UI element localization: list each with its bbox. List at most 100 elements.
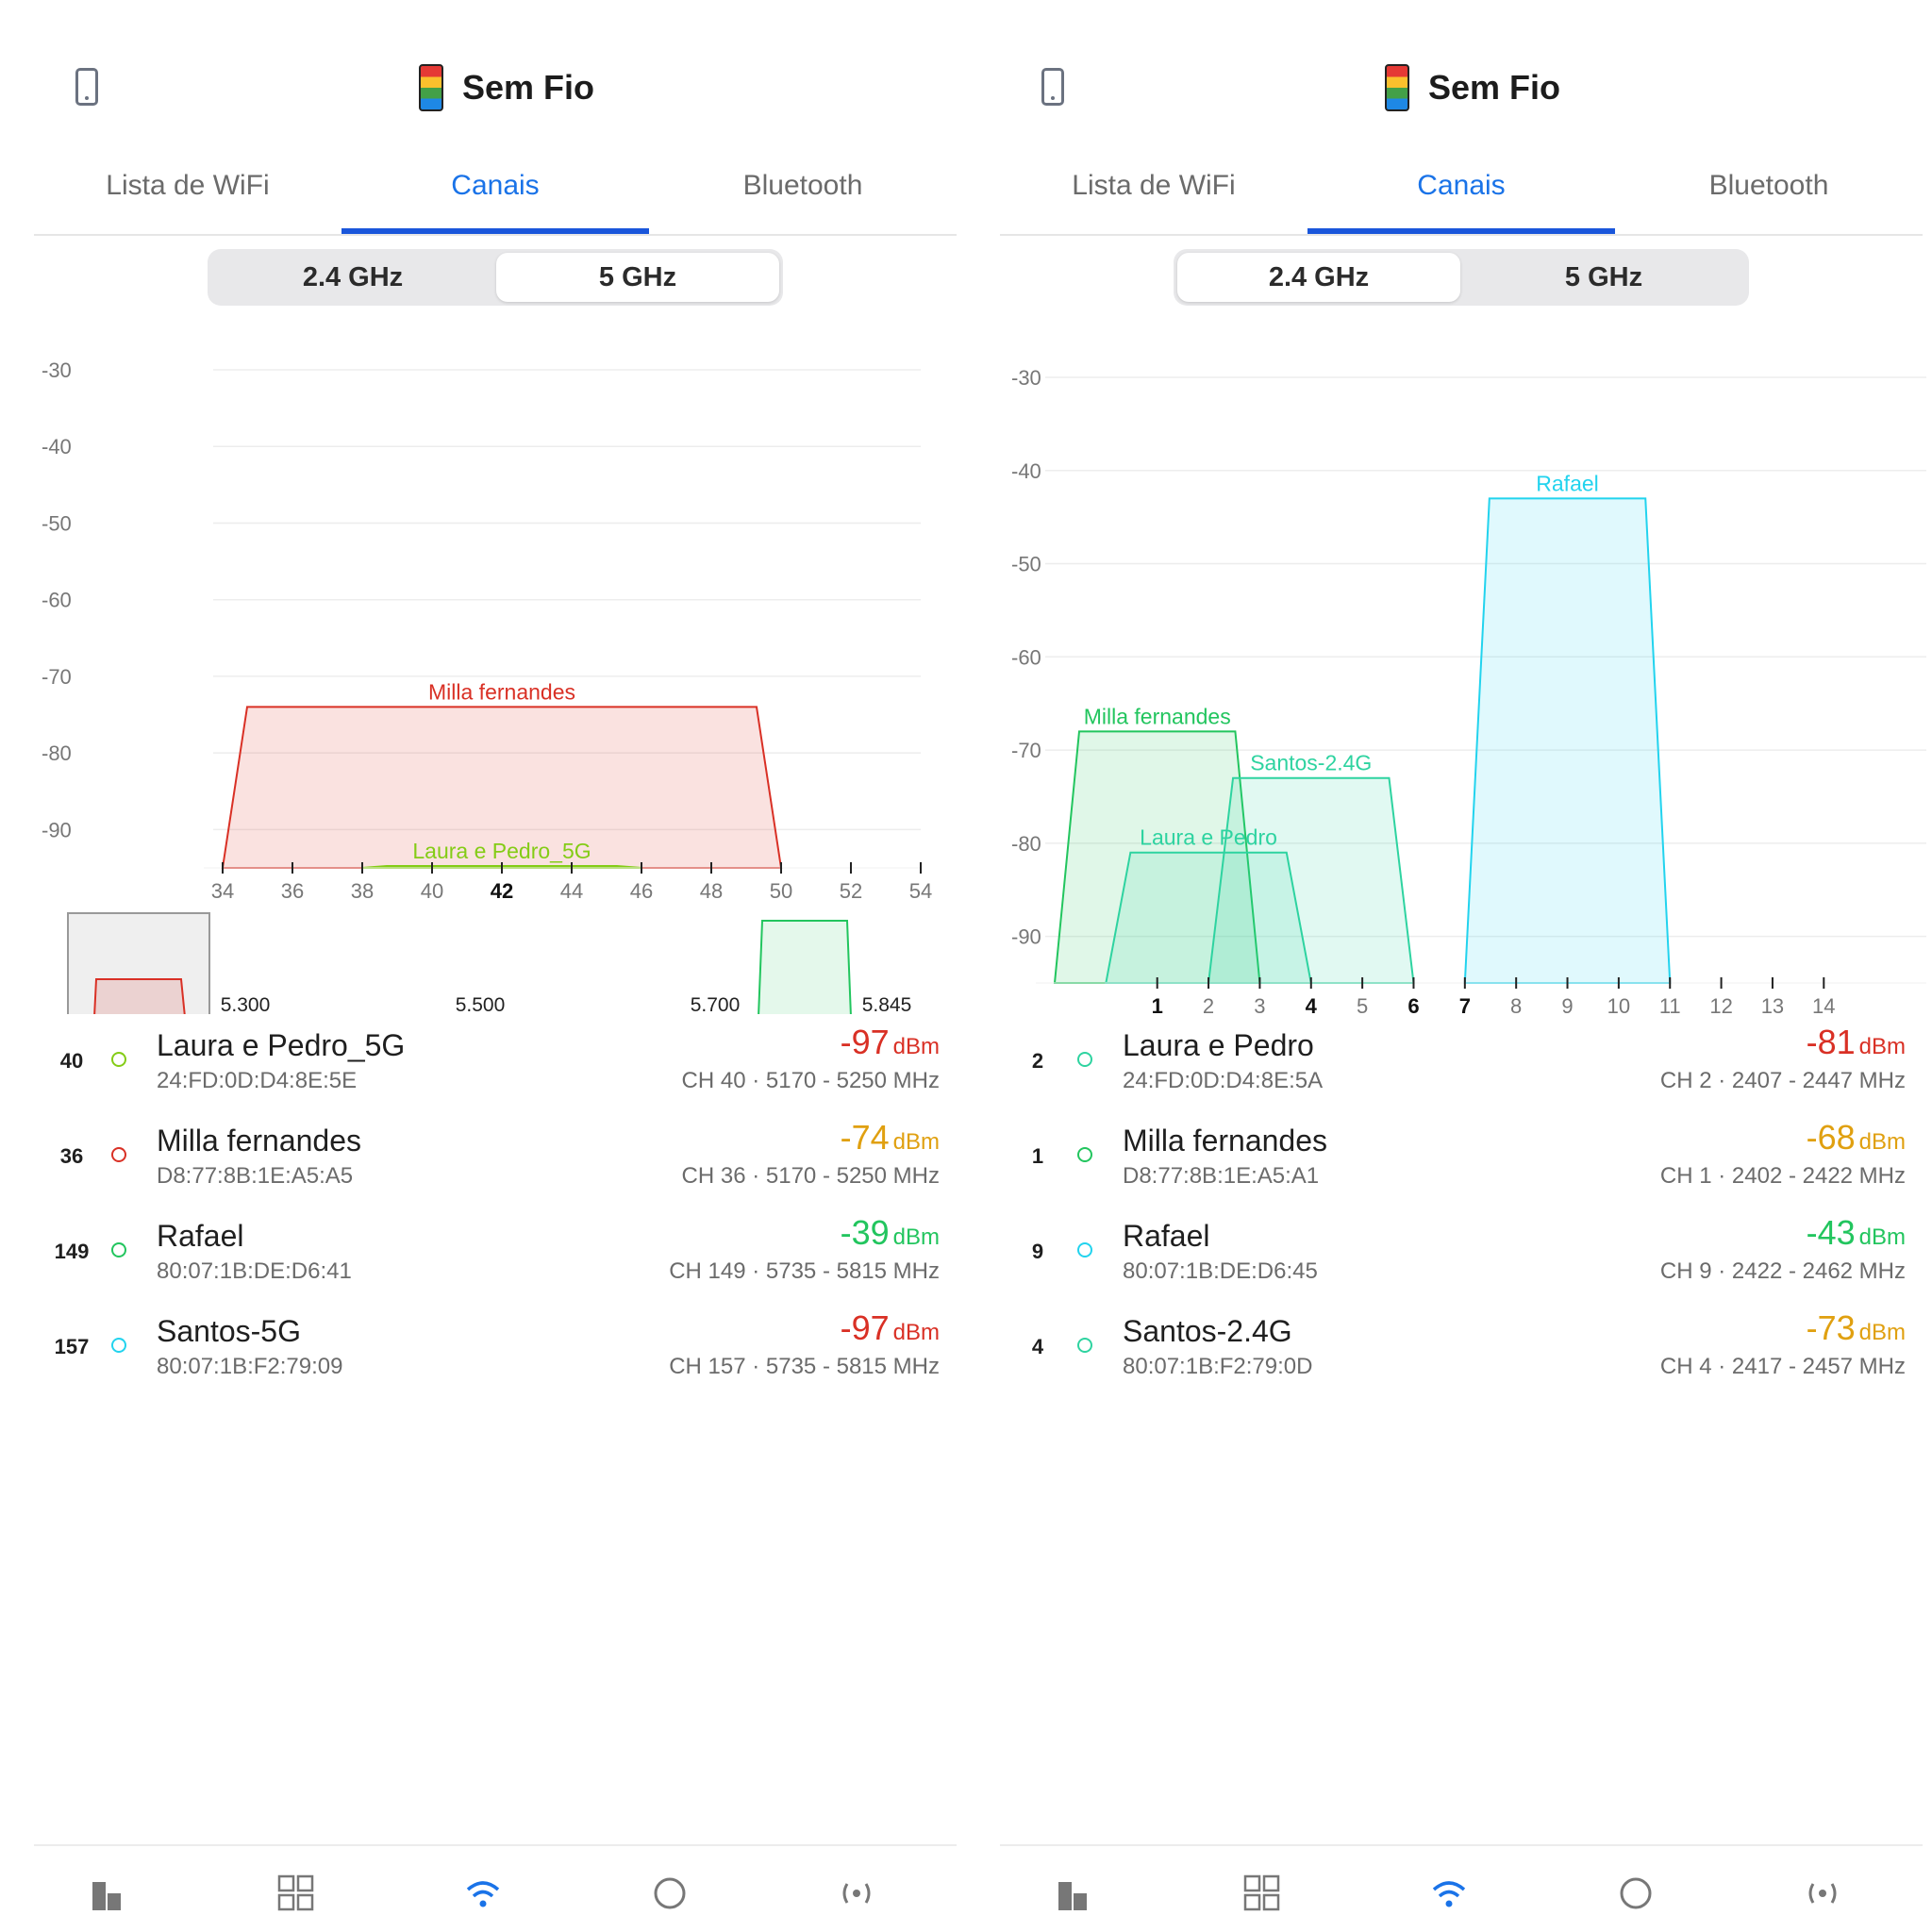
x-tick-label: 38 <box>351 879 374 903</box>
network-row[interactable]: 149 Rafael 80:07:1B:DE:D6:41 -39 dBm CH 149 ·… <box>34 1206 940 1301</box>
channel-number: 2 <box>1031 1049 1044 1073</box>
x-tick-label: 3 <box>1254 994 1265 1014</box>
tab-channels[interactable]: Canais <box>451 170 540 201</box>
wifi-icon[interactable] <box>464 1874 502 1912</box>
y-tick-label: -40 <box>42 435 72 458</box>
network-row[interactable]: 2 Laura e Pedro 24:FD:0D:D4:8E:5A -81 dBm CH … <box>1000 1015 1906 1110</box>
channel-info: CH 9 · 2422 - 2462 MHz <box>1659 1258 1906 1284</box>
phone-icon[interactable] <box>1041 68 1064 106</box>
network-mac: D8:77:8B:1E:A5:A1 <box>1123 1163 1320 1189</box>
x-tick-label: 5 <box>1357 994 1368 1014</box>
network-row[interactable]: 1 Milla fernandes D8:77:8B:1E:A5:A1 -68 dBm C… <box>1000 1110 1906 1206</box>
x-tick-label: 34 <box>211 879 234 903</box>
grid-icon[interactable] <box>277 1874 315 1912</box>
overview-label: 5.500 <box>456 994 506 1014</box>
network-name: Rafael <box>157 1219 244 1253</box>
x-tick-label: 8 <box>1510 994 1522 1014</box>
tab-bluetooth[interactable]: Bluetooth <box>742 170 863 201</box>
series-label: Laura e Pedro <box>1140 825 1277 850</box>
band-2-4ghz-button[interactable]: 2.4 GHz <box>302 262 404 292</box>
x-tick-label: 46 <box>630 879 653 903</box>
band-5ghz-button[interactable]: 5 GHz <box>496 253 779 302</box>
x-tick-label: 14 <box>1812 994 1835 1014</box>
series-label: Rafael <box>1536 471 1598 495</box>
top-bar: Sem Fio <box>966 0 1932 170</box>
grid-icon[interactable] <box>1243 1874 1281 1912</box>
series-color-dot <box>1077 1338 1092 1353</box>
band-selector: 2.4 GHz 5 GHz <box>1174 249 1749 306</box>
network-mac: 24:FD:0D:D4:8E:5E <box>157 1068 358 1093</box>
network-mac: 80:07:1B:F2:79:0D <box>1123 1354 1313 1379</box>
signal-strength: -39 dBm <box>840 1213 940 1252</box>
x-tick-label: 7 <box>1459 994 1471 1014</box>
signal-strength: -74 dBm <box>840 1118 940 1157</box>
series-area[interactable] <box>1463 497 1672 984</box>
series-label: Milla fernandes <box>1084 704 1231 728</box>
network-name: Laura e Pedro_5G <box>157 1028 406 1062</box>
tab-channels[interactable]: Canais <box>1417 170 1506 201</box>
network-row[interactable]: 4 Santos-2.4G 80:07:1B:F2:79:0D -73 dBm CH 4 … <box>1000 1301 1906 1396</box>
x-tick-label: 10 <box>1607 994 1630 1014</box>
network-name: Santos-2.4G <box>1123 1314 1292 1348</box>
tab-bluetooth[interactable]: Bluetooth <box>1708 170 1829 201</box>
band-2-4ghz-button[interactable]: 2.4 GHz <box>1177 253 1460 302</box>
series-color-dot <box>111 1147 126 1162</box>
app-logo-icon <box>419 64 443 111</box>
series-color-dot <box>1077 1052 1092 1067</box>
x-tick-label: 52 <box>840 879 862 903</box>
chart-bars-icon[interactable] <box>1057 1874 1094 1912</box>
panel-5ghz: Sem Fio Lista de WiFi Canais Bluetooth 2… <box>0 0 966 1912</box>
network-mac: 80:07:1B:F2:79:09 <box>157 1354 343 1379</box>
panel-2-4ghz: Sem Fio Lista de WiFi Canais Bluetooth 2… <box>966 0 1932 1932</box>
x-tick-label: 6 <box>1407 994 1419 1014</box>
series-color-dot <box>1077 1242 1092 1257</box>
channel-number: 9 <box>1031 1240 1044 1263</box>
y-tick-label: -50 <box>1011 553 1041 576</box>
circle-icon[interactable] <box>651 1874 689 1912</box>
network-row[interactable]: 157 Santos-5G 80:07:1B:F2:79:09 -97 dBm CH 15… <box>34 1301 940 1396</box>
signal-strength: -68 dBm <box>1806 1118 1906 1157</box>
channel-info: CH 1 · 2402 - 2422 MHz <box>1659 1163 1906 1189</box>
x-tick-label: 48 <box>700 879 723 903</box>
x-tick-label: 9 <box>1561 994 1573 1014</box>
channel-number: 149 <box>54 1240 90 1263</box>
tab-bar: Lista de WiFi Canais Bluetooth <box>34 160 957 236</box>
network-row[interactable]: 36 Milla fernandes D8:77:8B:1E:A5:A5 -74 dBm… <box>34 1110 940 1206</box>
channel-number: 1 <box>1031 1144 1044 1168</box>
x-tick-label: 13 <box>1761 994 1784 1014</box>
signal-strength: -97 dBm <box>840 1023 940 1061</box>
overview-label: 5.700 <box>691 994 741 1014</box>
series-label: Laura e Pedro_5G <box>412 839 591 863</box>
band-5ghz-button[interactable]: 5 GHz <box>1564 262 1643 292</box>
network-row[interactable]: 40 Laura e Pedro_5G 24:FD:0D:D4:8E:5E -97 dB… <box>34 1015 940 1110</box>
tab-wifi-list[interactable]: Lista de WiFi <box>106 170 270 201</box>
phone-icon[interactable] <box>75 68 98 106</box>
tab-wifi-list[interactable]: Lista de WiFi <box>1072 170 1236 201</box>
broadcast-icon[interactable] <box>838 1874 875 1912</box>
circle-icon[interactable] <box>1617 1874 1655 1912</box>
x-tick-label: 50 <box>770 879 792 903</box>
series-area[interactable] <box>1207 776 1415 984</box>
active-tab-indicator <box>341 228 649 234</box>
network-list: 40 Laura e Pedro_5G 24:FD:0D:D4:8E:5E -97 dB… <box>34 1015 940 1396</box>
network-row[interactable]: 9 Rafael 80:07:1B:DE:D6:45 -43 dBm CH 9 · 242… <box>1000 1206 1906 1301</box>
series-label: Santos-2.4G <box>1250 751 1372 775</box>
wifi-icon[interactable] <box>1430 1874 1468 1912</box>
series-color-dot <box>111 1052 126 1067</box>
broadcast-icon[interactable] <box>1804 1874 1841 1912</box>
x-tick-label: 11 <box>1659 994 1681 1014</box>
channel-number: 4 <box>1031 1335 1044 1358</box>
channel-info: CH 4 · 2417 - 2457 MHz <box>1659 1354 1906 1379</box>
overview-label: 5.300 <box>221 994 271 1014</box>
channel-chart: -30 -40 -50 -60 -70 -80 -90 Milla fernandes Laur… <box>1011 366 1926 1014</box>
x-tick-label: 42 <box>491 879 513 903</box>
chart-bars-icon[interactable] <box>91 1874 128 1912</box>
network-name: Laura e Pedro <box>1123 1028 1314 1062</box>
top-bar: Sem Fio <box>0 0 966 170</box>
y-tick-label: -30 <box>42 358 72 382</box>
y-tick-label: -70 <box>1011 739 1041 762</box>
network-name: Milla fernandes <box>157 1124 361 1158</box>
channel-info: CH 149 · 5735 - 5815 MHz <box>669 1258 940 1284</box>
overview-viewport[interactable] <box>67 912 210 1014</box>
series-color-dot <box>111 1242 126 1257</box>
